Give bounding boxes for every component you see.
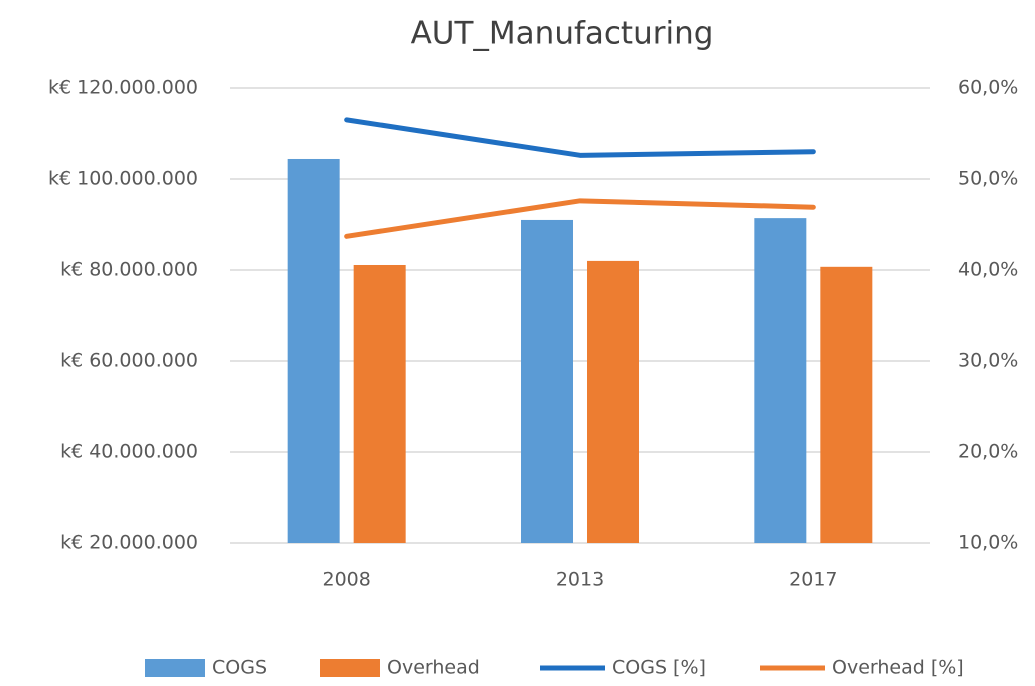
y2-tick-label: 60,0%: [958, 77, 1018, 99]
y-tick-label: k€ 80.000.000: [60, 259, 198, 281]
x-tick-label: 2008: [322, 569, 370, 591]
bar: [820, 266, 873, 543]
y2-tick-label: 20,0%: [958, 441, 1018, 463]
legend-label: Overhead: [387, 657, 480, 679]
x-tick-label: 2017: [789, 569, 837, 591]
bar: [754, 218, 807, 543]
y2-tick-label: 10,0%: [958, 532, 1018, 554]
y-tick-label: k€ 40.000.000: [60, 441, 198, 463]
legend-label: COGS [%]: [612, 657, 706, 679]
y2-tick-label: 50,0%: [958, 168, 1018, 190]
y2-tick-label: 40,0%: [958, 259, 1018, 281]
y2-tick-label: 30,0%: [958, 350, 1018, 372]
y-tick-label: k€ 100.000.000: [48, 168, 198, 190]
bar: [521, 219, 573, 543]
bar: [353, 264, 406, 543]
bar: [287, 158, 340, 544]
legend-label: Overhead [%]: [832, 657, 964, 679]
y-tick-label: k€ 120.000.000: [48, 77, 198, 99]
legend-swatch: [145, 659, 205, 677]
bar: [587, 260, 639, 543]
line: [344, 117, 816, 158]
y-tick-label: k€ 60.000.000: [60, 350, 198, 372]
x-tick-label: 2013: [556, 569, 604, 591]
chart-title: AUT_Manufacturing: [411, 16, 714, 52]
y-tick-label: k€ 20.000.000: [60, 532, 198, 554]
line: [344, 198, 816, 239]
legend-swatch: [320, 659, 380, 677]
legend-label: COGS: [212, 657, 267, 679]
